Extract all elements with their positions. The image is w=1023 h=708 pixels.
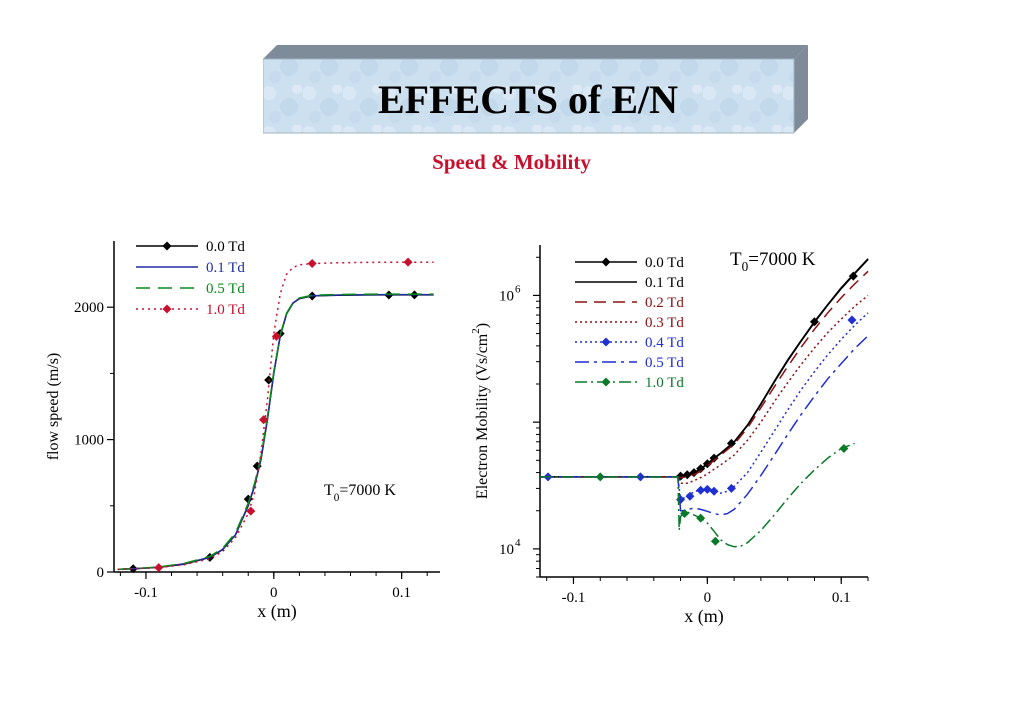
- series-line: [540, 258, 869, 478]
- y-axis-label: Electron Mobility (Vs/cm2): [470, 323, 491, 499]
- data-point: [696, 485, 706, 495]
- series-1-0-Td: [540, 442, 855, 548]
- y-tick-label: 10: [499, 542, 514, 558]
- legend-label: 0.5 Td: [645, 355, 684, 371]
- legend-marker: [601, 257, 611, 267]
- temperature-annotation: T0=7000 K: [324, 482, 396, 504]
- series-line: [117, 261, 434, 571]
- x-tick-label: 0.1: [832, 590, 851, 606]
- legend: 0.0 Td 0.1 Td 0.5 Td 1.0 Td: [136, 239, 245, 318]
- y-tick-label: 10: [499, 288, 514, 304]
- legend-label: 0.0 Td: [206, 239, 245, 255]
- legend-label: 1.0 Td: [206, 302, 245, 318]
- series-0-4-Td: [540, 312, 869, 505]
- data-point: [403, 257, 413, 267]
- data-point: [685, 491, 695, 501]
- x-tick-label: -0.1: [562, 590, 586, 606]
- data-point: [847, 315, 857, 325]
- data-point: [696, 513, 706, 523]
- legend-marker: [601, 337, 611, 347]
- data-point: [307, 259, 317, 269]
- slide-title: EFFECTS of E/N: [378, 77, 678, 122]
- y-tick-label: 0: [97, 565, 105, 581]
- series-line: [540, 312, 869, 503]
- data-point: [710, 536, 720, 546]
- y-tick-exponent: 4: [515, 537, 521, 549]
- flow-speed-chart: -0.1 0 0.1 0 1000 2000 x (m) flow speed (m/s) 0.…: [45, 239, 440, 622]
- x-axis-label: x (m): [257, 601, 297, 622]
- temperature-annotation: T0=7000 K: [730, 249, 816, 274]
- y-tick-label: 1000: [74, 433, 104, 449]
- data-point: [726, 483, 736, 493]
- data-point: [709, 486, 719, 496]
- banner-side-bevel: [794, 45, 808, 133]
- series-1-0-Td: [117, 257, 434, 573]
- series-0-1-Td: [540, 258, 869, 478]
- legend-label: 0.1 Td: [206, 260, 245, 276]
- data-point: [246, 506, 256, 516]
- banner-face: [263, 58, 795, 134]
- legend-label: 0.2 Td: [645, 295, 684, 311]
- series-0-5-Td: [540, 335, 869, 516]
- series-0-2-Td: [540, 270, 869, 479]
- data-point: [676, 495, 686, 505]
- legend-marker: [601, 377, 611, 387]
- legend: 0.0 Td 0.1 Td 0.2 Td 0.3 Td 0.4 Td 0.5 Td 1.0 …: [575, 255, 684, 391]
- data-point: [259, 415, 269, 425]
- x-axis-label: x (m): [684, 606, 724, 627]
- series-line: [117, 293, 434, 571]
- legend-label: 0.5 Td: [206, 281, 245, 297]
- data-point: [271, 331, 281, 341]
- x-tick-label: -0.1: [134, 585, 158, 601]
- legend-marker: [162, 241, 172, 251]
- legend-label: 0.0 Td: [645, 255, 684, 271]
- x-tick-label: 0.1: [392, 585, 411, 601]
- x-tick-label: 0: [704, 590, 712, 606]
- electron-mobility-chart: -0.1 0 0.110 410 6x (m)Electron Mobility (Vs…: [470, 245, 869, 627]
- data-point: [702, 484, 712, 494]
- banner-top-bevel: [263, 45, 808, 59]
- y-axis-label: flow speed (m/s): [45, 353, 62, 461]
- title-banner: EFFECTS of E/N: [263, 45, 808, 134]
- x-tick-label: 0: [270, 585, 278, 601]
- data-point: [680, 509, 690, 519]
- data-point: [154, 563, 164, 573]
- legend-label: 1.0 Td: [645, 375, 684, 391]
- data-point: [839, 443, 849, 453]
- legend-label: 0.1 Td: [645, 275, 684, 291]
- slide-subtitle: Speed & Mobility: [432, 150, 591, 174]
- legend-label: 0.3 Td: [645, 315, 684, 331]
- series-line: [540, 270, 869, 479]
- series-line: [540, 258, 869, 478]
- y-tick-exponent: 6: [515, 283, 521, 295]
- series-0-5-Td: [117, 293, 434, 571]
- data-point: [595, 472, 605, 482]
- legend-label: 0.4 Td: [645, 335, 684, 351]
- legend-marker: [162, 304, 172, 314]
- series-line: [540, 442, 855, 548]
- series-0-0-Td: [540, 258, 869, 481]
- series-line: [540, 335, 869, 516]
- y-tick-label: 2000: [74, 300, 104, 316]
